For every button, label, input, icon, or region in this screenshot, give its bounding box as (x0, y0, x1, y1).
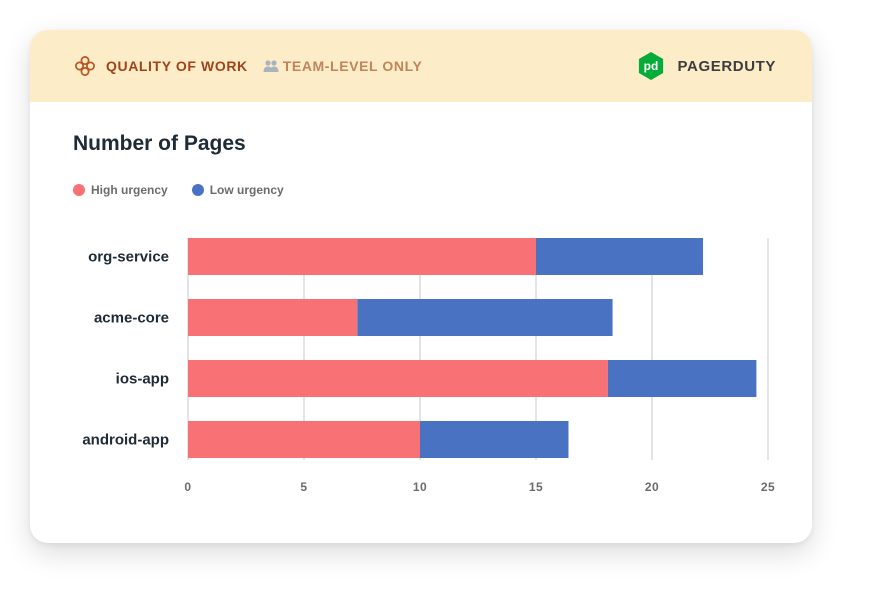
x-tick-label-5: 5 (300, 480, 307, 494)
bar-acme-core-low-urgency (357, 299, 613, 336)
x-tick-label-15: 15 (529, 480, 543, 494)
team-icon (263, 60, 279, 72)
category-label-android-app: android-app (82, 432, 169, 449)
legend-item-high-urgency: High urgency (73, 183, 168, 197)
legend-label-high-urgency: High urgency (91, 183, 168, 197)
bar-acme-core-high-urgency (188, 299, 358, 336)
pagerduty-logo-icon: pd (638, 52, 663, 80)
flower-icon (75, 56, 95, 76)
chart-card: QUALITY OF WORK TEAM-LEVEL ONLY pd PAGER… (30, 30, 812, 543)
category-label-org-service: org-service (88, 249, 169, 266)
chart-legend: High urgency Low urgency (73, 183, 308, 197)
stacked-bar-chart: 0 5 10 15 20 25 org-service acme-core ios-app and… (82, 238, 775, 494)
legend-label-low-urgency: Low urgency (209, 183, 284, 197)
bar-org-service-low-urgency (536, 238, 704, 275)
category-label-acme-core: acme-core (94, 310, 169, 327)
x-tick-label-25: 25 (761, 480, 775, 494)
legend-swatch-low-urgency (191, 184, 204, 196)
scope-label: TEAM-LEVEL ONLY (282, 58, 423, 74)
header-tags: QUALITY OF WORK TEAM-LEVEL ONLY (74, 30, 422, 102)
bar-ios-app-high-urgency (188, 360, 608, 397)
pagerduty-logo-text: pd (643, 59, 658, 73)
chart-title: Number of Pages (73, 132, 246, 155)
category-label-ios-app: ios-app (116, 371, 169, 388)
bar-org-service-high-urgency (188, 238, 536, 275)
bar-android-app-low-urgency (420, 421, 569, 458)
legend-item-low-urgency: Low urgency (191, 183, 284, 197)
bar-android-app-high-urgency (188, 421, 420, 458)
x-tick-label-0: 0 (184, 480, 191, 494)
category-label: QUALITY OF WORK (106, 58, 248, 74)
x-tick-label-10: 10 (413, 480, 427, 494)
x-tick-label-20: 20 (645, 480, 659, 494)
card-header: QUALITY OF WORK TEAM-LEVEL ONLY pd PAGER… (30, 30, 812, 102)
brand: pd PAGERDUTY (636, 30, 776, 102)
legend-swatch-high-urgency (73, 184, 85, 196)
bar-ios-app-low-urgency (607, 360, 757, 397)
brand-label: PAGERDUTY (677, 57, 776, 75)
